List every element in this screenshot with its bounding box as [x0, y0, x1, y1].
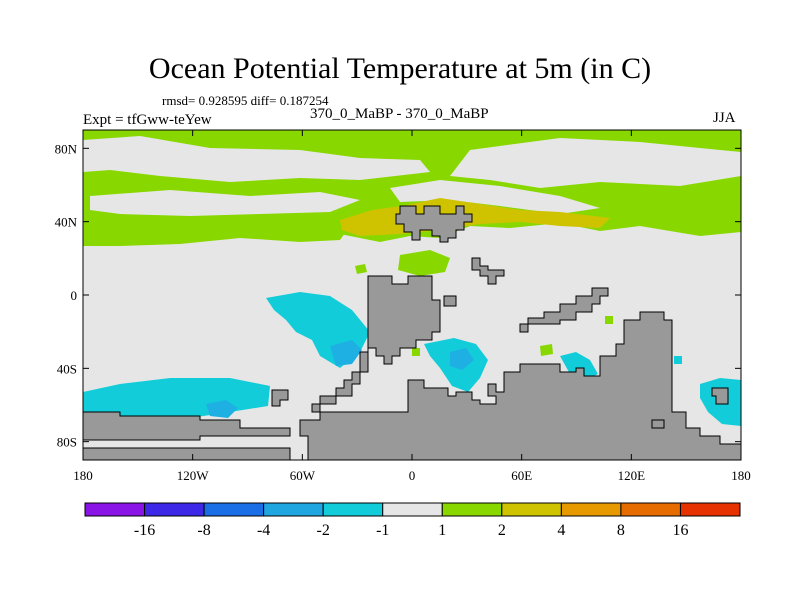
x-tick-label: 120E — [618, 468, 646, 483]
rmsd-diff-stats: rmsd= 0.928595 diff= 0.187254 — [162, 93, 329, 108]
pacific-moderate-cool-core — [330, 340, 362, 366]
pacific-neutral-gap — [90, 190, 360, 216]
season-label: JJA — [713, 110, 736, 126]
comparison-label: 370_0_MaBP - 370_0_MaBP — [310, 106, 489, 122]
southern-moderate-cool-core — [206, 400, 238, 418]
colorbar-swatch — [620, 502, 681, 517]
x-tick-label: 180 — [73, 468, 93, 483]
colorbar-label: -4 — [257, 522, 270, 539]
x-tick-label: 60E — [511, 468, 532, 483]
land-arabia — [471, 257, 505, 285]
land-south-america — [299, 275, 741, 460]
chart-title: Ocean Potential Temperature at 5m (in C) — [148, 52, 652, 85]
colorbar-label: 8 — [617, 522, 625, 539]
small-positive-patch-b — [540, 344, 553, 356]
small-positive-patch-c — [605, 316, 613, 324]
land-small-island-b — [443, 295, 457, 307]
y-tick-label: 40S — [57, 361, 77, 376]
y-tick-label: 0 — [71, 288, 78, 303]
y-tick-label: 80S — [57, 435, 77, 450]
atlantic-moderate-cool-core — [450, 348, 474, 370]
arctic-neutral-gap-west — [83, 136, 430, 182]
small-positive-patch-d — [412, 348, 420, 356]
land-small-island-a — [271, 389, 289, 407]
land-small-island-d — [651, 419, 665, 429]
colorbar-swatch — [322, 502, 384, 517]
colorbar-label: 2 — [498, 522, 506, 539]
y-axis: 80N 40N 0 40S 80S — [55, 141, 741, 450]
north-pacific-positive — [83, 216, 350, 246]
x-tick-label: 60W — [290, 468, 316, 483]
colorbar-swatch — [203, 502, 265, 517]
colorbar-label: 4 — [557, 522, 565, 539]
x-tick-label: 180 — [731, 468, 751, 483]
colorbar-label: 16 — [672, 522, 688, 539]
land-southern-tip — [83, 447, 291, 460]
small-cool-patch — [674, 356, 682, 364]
land-europe-block — [395, 205, 473, 243]
arctic-neutral-gap-east — [450, 138, 741, 188]
y-tick-label: 80N — [55, 141, 78, 156]
land-small-island-c — [711, 387, 729, 405]
experiment-label: Expt = tfGww-teYew — [83, 112, 212, 128]
north-atlantic-neutral-gap — [390, 180, 600, 214]
x-tick-label: 120W — [177, 468, 210, 483]
colorbar-swatch — [382, 502, 443, 517]
x-tick-label: 0 — [409, 468, 416, 483]
colorbar-label: -1 — [376, 522, 389, 539]
colorbar-label: -8 — [197, 522, 210, 539]
colorbar-label: -2 — [317, 522, 330, 539]
colorbar-swatch — [263, 502, 324, 517]
land-australia-arc — [519, 287, 609, 333]
land-antarctic-west-strip — [83, 411, 291, 441]
colorbar: -16 -8 -4 -2 -1 1 2 4 8 16 — [84, 502, 741, 539]
colorbar-swatch — [501, 502, 562, 517]
small-positive-patch-a — [355, 264, 367, 274]
colorbar-swatch — [144, 502, 205, 517]
colorbar-swatch — [560, 502, 622, 517]
colorbar-swatch — [84, 502, 146, 517]
colorbar-swatch — [441, 502, 503, 517]
colorbar-label: 1 — [438, 522, 446, 539]
x-axis: 180 120W 60W 0 60E 120E 180 — [73, 130, 751, 483]
north-atlantic-positive-tail — [398, 250, 450, 276]
colorbar-label: -16 — [134, 522, 155, 539]
colorbar-swatch — [679, 502, 741, 517]
y-tick-label: 40N — [55, 215, 78, 230]
